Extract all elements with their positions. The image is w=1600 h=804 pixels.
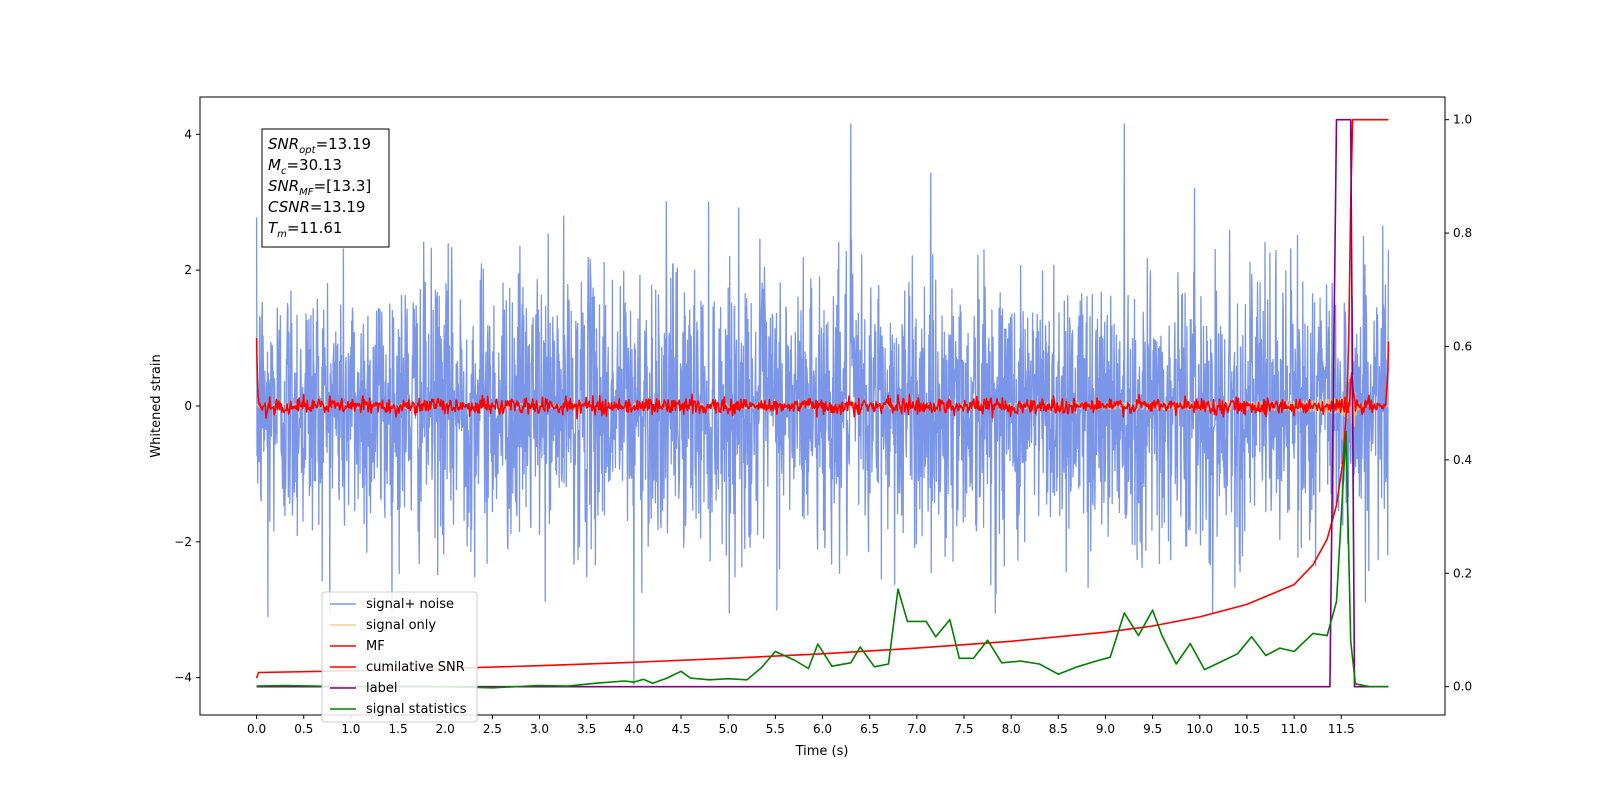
legend-label-cumilative-snr: cumilative SNR [366, 660, 465, 675]
x-tick-label: 11.5 [1328, 722, 1355, 736]
legend-label-label: label [366, 681, 397, 696]
plot-area [255, 118, 1390, 689]
series-label [256, 118, 1389, 688]
legend-label-signal-statistics: signal statistics [366, 702, 467, 717]
x-tick-label: 4.0 [624, 722, 643, 736]
annotation-line: Mc=30.13 [268, 156, 342, 177]
series-mf [255, 338, 1390, 419]
series-signal-statistics [256, 430, 1389, 689]
y-left-tick-label: 2 [184, 263, 192, 277]
annotation-line: Tm=11.61 [268, 219, 342, 240]
y-right-tick-label: 0.8 [1453, 226, 1472, 240]
x-tick-label: 11.0 [1281, 722, 1308, 736]
annotation-line: SNRMF=[13.3] [268, 177, 371, 198]
x-tick-label: 3.5 [577, 722, 596, 736]
annotation-line: SNRopt=13.19 [268, 135, 371, 156]
y-left-tick-label: 4 [184, 127, 192, 141]
x-axis: 0.0 0.5 1.0 1.5 2.0 2.5 3.0 3.5 4.0 4.5 5.0 5.5 6.0 6… [247, 715, 1355, 736]
x-tick-label: 1.5 [389, 722, 408, 736]
x-tick-label: 0.0 [247, 722, 266, 736]
x-tick-label: 2.5 [483, 722, 502, 736]
y-axis-right: 0.0 0.2 0.4 0.6 0.8 1.0 [1445, 113, 1472, 694]
x-tick-label: 10.0 [1186, 722, 1213, 736]
annotation-box [261, 128, 390, 248]
x-tick-label: 7.0 [907, 722, 926, 736]
legend-box [321, 591, 478, 723]
y-right-tick-label: 0.6 [1453, 339, 1472, 353]
annotation-line: CSNR=13.19 [268, 198, 365, 216]
x-tick-label: 8.0 [1002, 722, 1021, 736]
x-axis-label: Time (s) [795, 744, 849, 759]
x-tick-label: 0.5 [294, 722, 313, 736]
x-tick-label: 5.5 [766, 722, 785, 736]
x-tick-label: 9.0 [1096, 722, 1115, 736]
x-tick-label: 6.5 [860, 722, 879, 736]
series-cumilative-snr [255, 118, 1389, 679]
legend-label-signal-noise: signal+ noise [366, 597, 454, 612]
metrics-annotation: SNRopt=13.19Mc=30.13SNRMF=[13.3]CSNR=13.… [261, 128, 390, 248]
x-tick-label: 1.0 [341, 722, 360, 736]
y-right-tick-label: 1.0 [1453, 113, 1472, 127]
y-right-tick-label: 0.2 [1453, 566, 1472, 580]
series-signal-noise [255, 123, 1390, 686]
y-left-tick-label: −2 [174, 535, 192, 549]
y-right-tick-label: 0.0 [1453, 680, 1472, 694]
x-tick-label: 10.5 [1234, 722, 1261, 736]
x-tick-label: 6.0 [813, 722, 832, 736]
legend-label-signal-only: signal only [366, 618, 436, 633]
x-tick-label: 9.5 [1143, 722, 1162, 736]
legend-label-mf: MF [366, 639, 385, 654]
x-tick-label: 2.0 [436, 722, 455, 736]
y-axis-left-label: Whitened strain [149, 354, 164, 457]
x-tick-label: 4.5 [671, 722, 690, 736]
y-right-tick-label: 0.4 [1453, 453, 1472, 467]
x-tick-label: 5.0 [719, 722, 738, 736]
y-axis-left: −4 −2 0 2 4 [174, 127, 200, 685]
y-left-tick-label: 0 [184, 399, 192, 413]
x-tick-label: 7.5 [954, 722, 973, 736]
x-tick-label: 8.5 [1049, 722, 1068, 736]
x-tick-label: 3.0 [530, 722, 549, 736]
y-left-tick-label: −4 [174, 671, 192, 685]
legend: signal+ noise signal only MF cumilative SNR… [321, 591, 478, 723]
